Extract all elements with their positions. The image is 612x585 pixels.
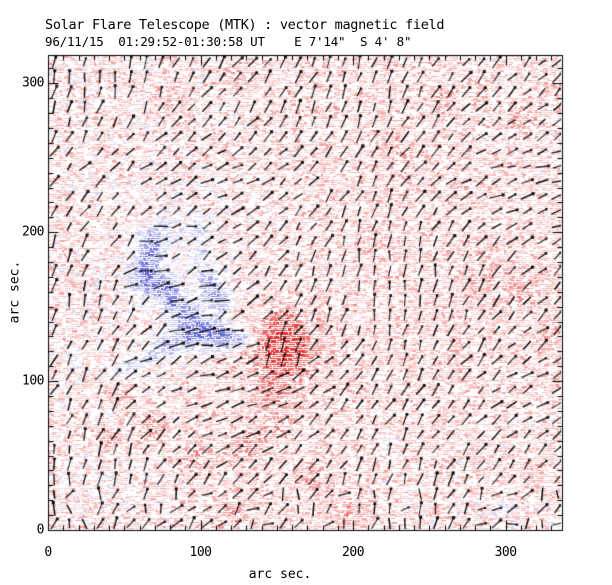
y-axis-title: arc sec. [7, 260, 23, 324]
x-tick-label: 100 [189, 545, 212, 560]
x-tick-label: 200 [342, 545, 365, 560]
y-tick-label: 100 [22, 373, 44, 389]
plot-title: Solar Flare Telescope (MTK) : vector mag… [45, 17, 445, 33]
plot-subtitle: 96/11/15 01:29:52-01:30:58 UT E 7'14" S … [45, 33, 412, 49]
x-tick-label: 0 [44, 545, 52, 560]
y-tick-label: 200 [22, 224, 44, 240]
y-tick-label: 0 [36, 522, 45, 538]
x-tick-label: 300 [494, 545, 517, 560]
y-tick-label: 300 [22, 75, 44, 91]
x-axis-title: arc sec. [248, 567, 312, 582]
header-block: Solar Flare Telescope (MTK) : vector mag… [45, 17, 445, 49]
